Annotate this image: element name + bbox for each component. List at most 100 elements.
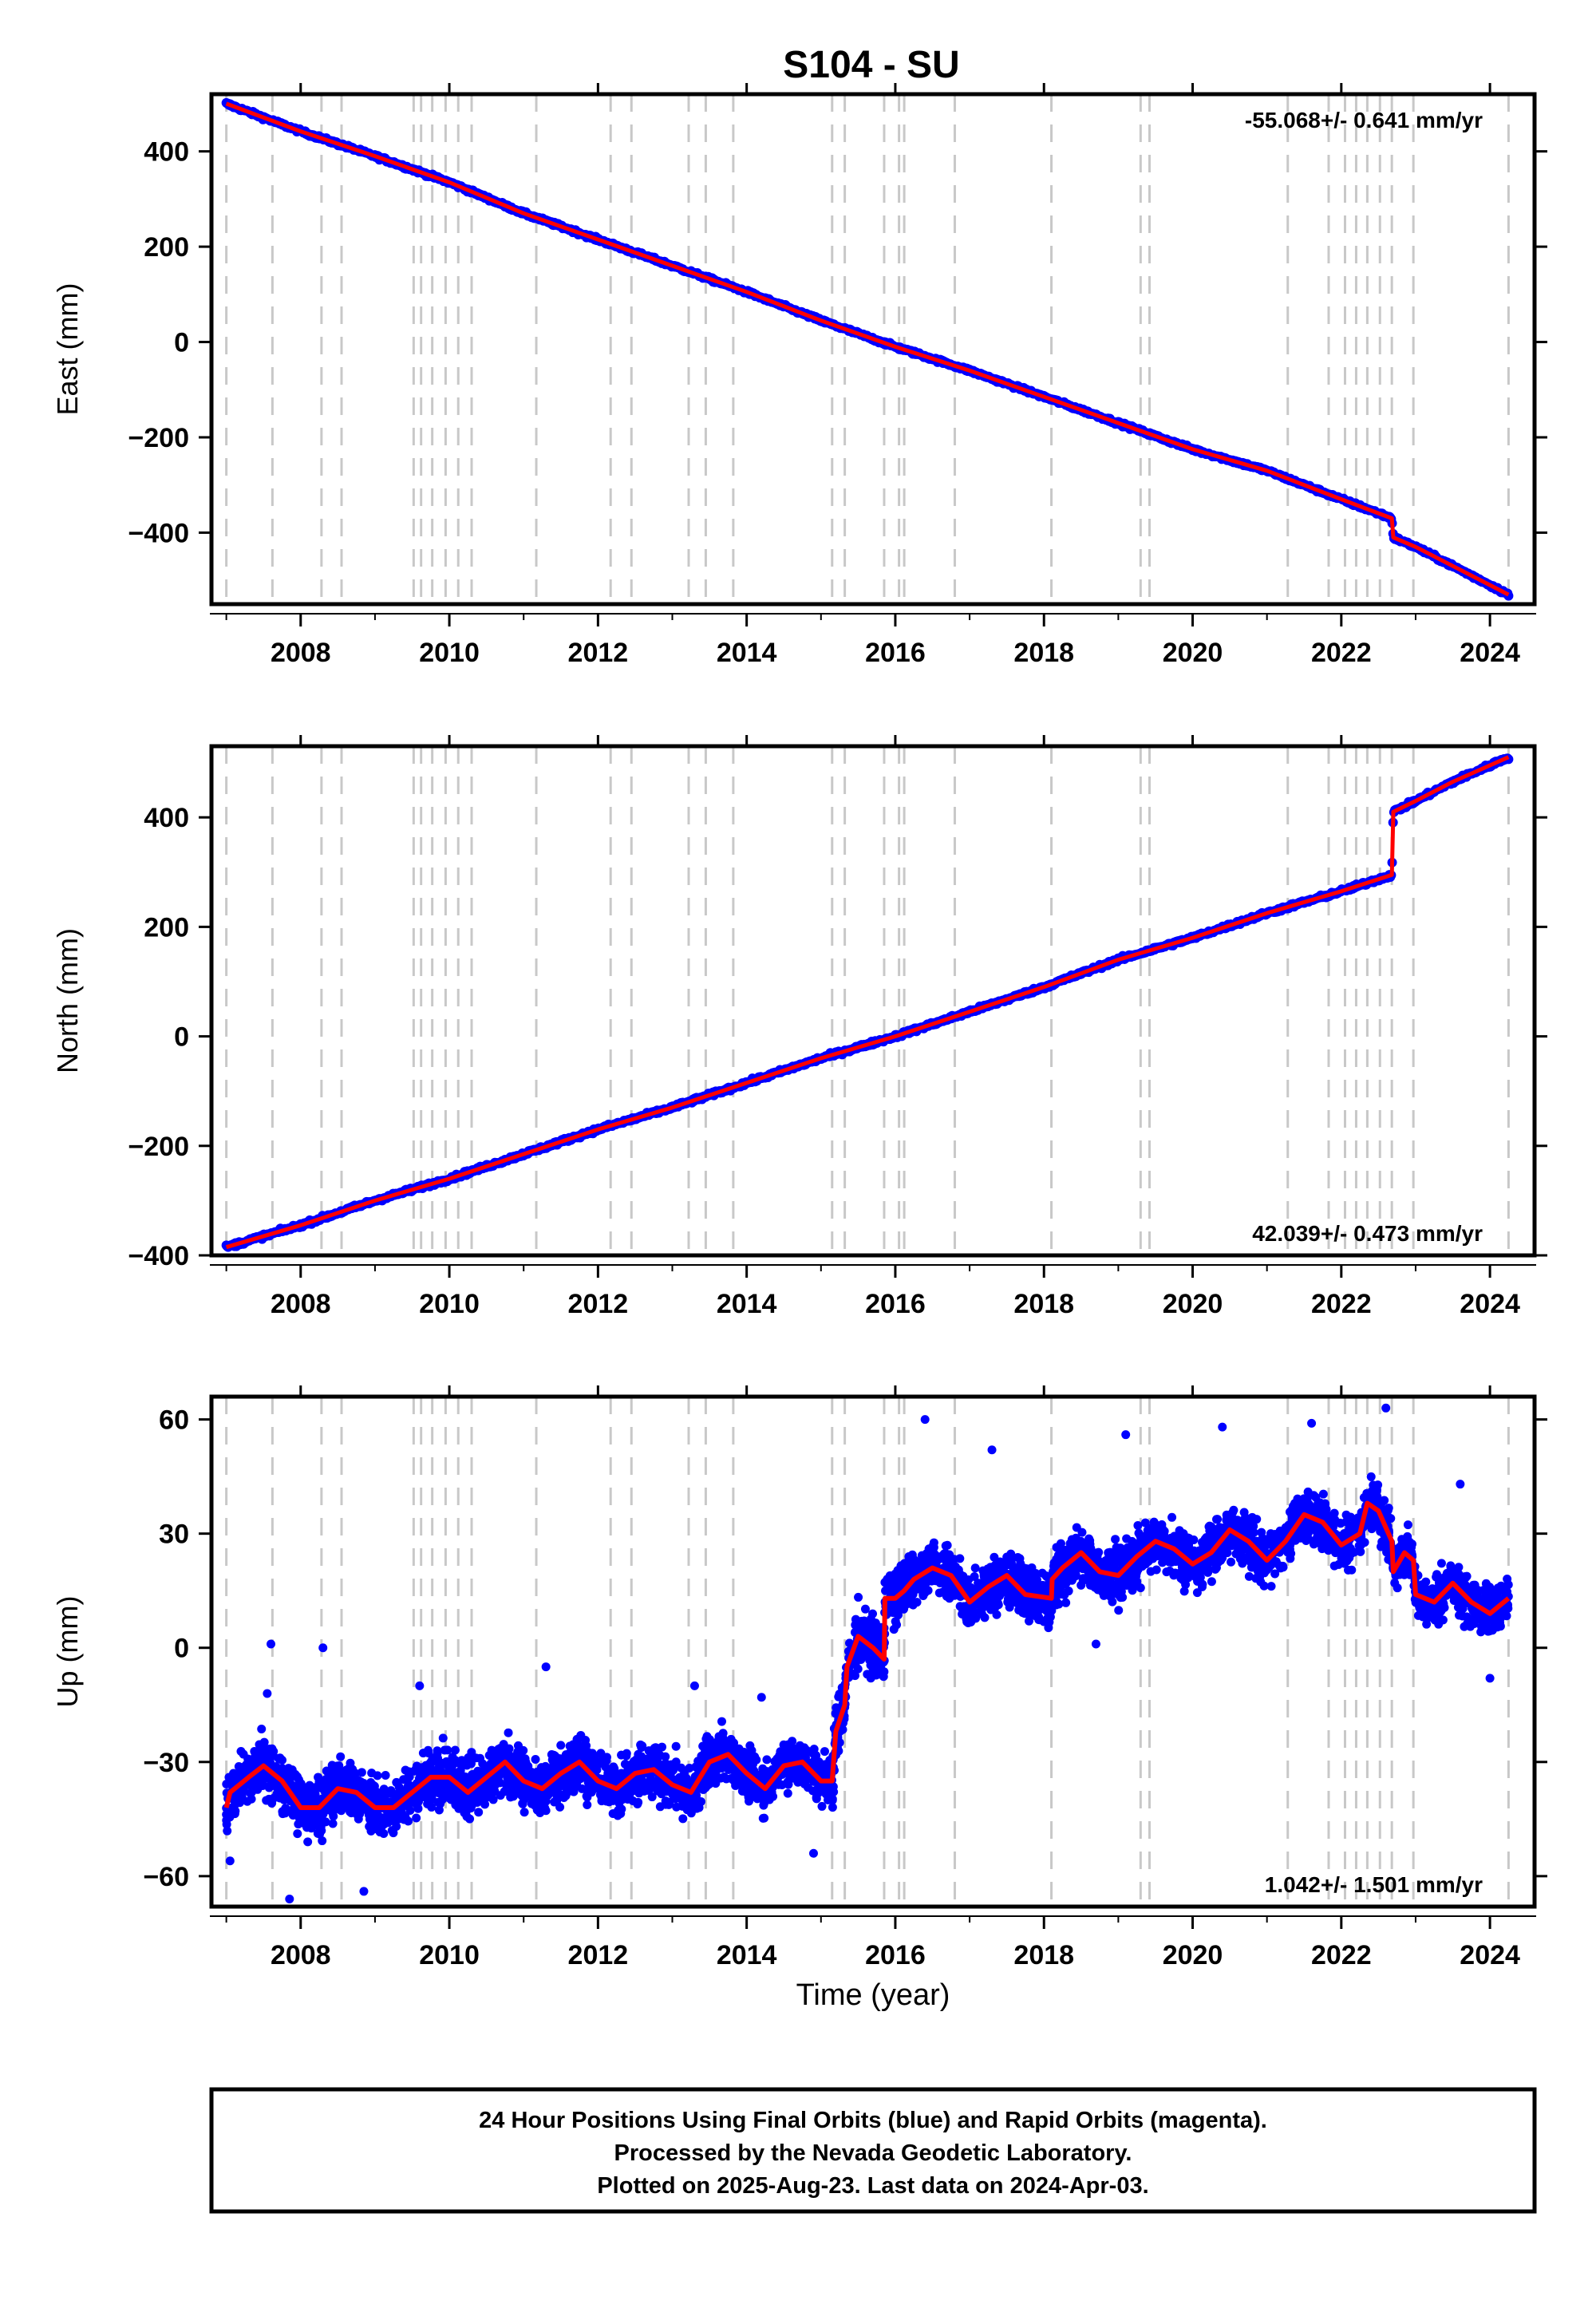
data-point: [512, 1750, 522, 1760]
data-point: [496, 1791, 505, 1800]
x-tick-label: 2016: [865, 638, 926, 668]
data-point: [523, 1761, 533, 1771]
data-point: [412, 1813, 421, 1823]
data-point: [336, 1752, 346, 1761]
data-point: [381, 1771, 390, 1780]
y-tick-label: 200: [144, 912, 189, 943]
data-point: [450, 1745, 460, 1755]
x-tick-label: 2018: [1013, 638, 1074, 668]
data-point: [438, 1733, 448, 1743]
data-point: [777, 1780, 787, 1790]
data-point: [519, 1755, 528, 1765]
up-panel: 2008 2010 2012 2014 2016 2018 2020 2022 2024−60−…: [51, 1385, 1547, 2012]
data-point: [508, 1792, 518, 1801]
data-point: [583, 1800, 592, 1809]
x-tick-label: 2008: [271, 1289, 331, 1319]
data-point: [433, 1746, 442, 1756]
data-point: [427, 1791, 437, 1800]
x-tick-label: 2010: [419, 638, 480, 668]
y-tick-label: 400: [144, 137, 189, 168]
data-point: [474, 1808, 484, 1817]
data-point: [783, 1788, 792, 1798]
data-point: [223, 1826, 232, 1836]
data-point: [433, 1797, 443, 1807]
x-tick-label: 2020: [1163, 1289, 1223, 1319]
y-axis-label: North (mm): [51, 928, 84, 1073]
chart-title: S104 - SU: [783, 44, 959, 86]
x-tick-label: 2020: [1163, 638, 1223, 668]
data-point: [519, 1745, 528, 1755]
final-orbit-points: [222, 1403, 1513, 1903]
x-tick-label: 2014: [717, 638, 777, 668]
data-point: [518, 1799, 527, 1808]
data-point: [318, 1836, 327, 1846]
data-point: [658, 1742, 667, 1752]
y-tick-label: −400: [128, 1241, 189, 1271]
velocity-label: 42.039+/- 0.473 mm/yr: [1252, 1221, 1483, 1246]
x-tick-label: 2010: [419, 1289, 480, 1319]
data-point: [236, 1746, 246, 1756]
data-point: [323, 1773, 333, 1783]
north-panel: 2008 2010 2012 2014 2016 2018 2020 2022 2024−400…: [51, 735, 1547, 1319]
plot-area: [221, 94, 1514, 604]
x-tick-label: 2022: [1311, 1289, 1372, 1319]
data-point: [622, 1749, 631, 1758]
data-point: [758, 1764, 768, 1773]
data-point: [354, 1814, 363, 1824]
data-point: [717, 1717, 727, 1726]
x-tick-label: 2012: [568, 1289, 629, 1319]
y-tick-label: −400: [128, 518, 189, 548]
data-point: [758, 1813, 768, 1823]
data-point: [556, 1741, 566, 1750]
data-point: [329, 1812, 338, 1821]
axes-frame: [209, 92, 1537, 607]
final-orbit-points: [221, 97, 1514, 601]
x-tick-label: 2014: [717, 1289, 777, 1319]
data-point: [413, 1804, 423, 1813]
data-point: [637, 1743, 646, 1753]
east-panel: 2008 2010 2012 2014 2016 2018 2020 2022 2024 −400…: [51, 83, 1547, 668]
model-line: [225, 101, 1510, 597]
data-point: [504, 1728, 513, 1737]
data-point: [563, 1787, 573, 1796]
data-point: [257, 1724, 267, 1733]
x-tick-label: 2022: [1311, 638, 1372, 668]
data-point: [531, 1754, 540, 1764]
data-point: [678, 1814, 688, 1824]
x-tick-label: 2024: [1460, 638, 1520, 668]
x-tick-label: 2024: [1460, 1289, 1520, 1319]
data-point: [671, 1741, 681, 1751]
y-tick-label: −200: [128, 1132, 189, 1162]
y-tick-label: 0: [174, 328, 189, 358]
y-tick-label: −200: [128, 423, 189, 453]
data-point: [812, 1794, 821, 1804]
data-point: [535, 1796, 544, 1805]
data-point: [322, 1766, 331, 1776]
y-axis-label: East (mm): [51, 283, 84, 416]
data-point: [519, 1808, 529, 1817]
y-tick-label: 200: [144, 232, 189, 263]
data-point: [537, 1763, 547, 1773]
data-point: [262, 1796, 271, 1805]
x-tick-label: 2012: [568, 638, 629, 668]
data-point: [328, 1819, 338, 1828]
data-point: [418, 1749, 428, 1758]
data-point: [582, 1792, 591, 1801]
y-tick-label: 0: [174, 1022, 189, 1053]
plot-area: [222, 1397, 1513, 1907]
plot-area: [221, 746, 1514, 1255]
y-tick-label: 400: [144, 803, 189, 833]
data-point: [596, 1749, 606, 1758]
data-point: [434, 1805, 444, 1815]
data-point: [496, 1743, 505, 1753]
model-line: [225, 755, 1510, 1250]
x-tick-label: 2008: [271, 638, 331, 668]
data-point: [677, 1763, 686, 1773]
final-orbit-points: [221, 753, 1514, 1252]
x-tick-label: 2018: [1013, 1289, 1074, 1319]
data-point: [759, 1800, 768, 1810]
data-point: [440, 1745, 449, 1755]
axes-frame: [209, 744, 1537, 1258]
data-point: [572, 1780, 582, 1789]
